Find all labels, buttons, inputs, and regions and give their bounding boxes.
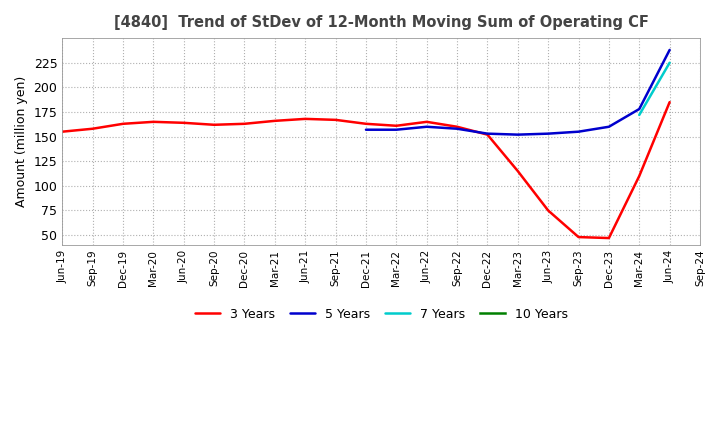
3 Years — [423, 119, 431, 125]
Line: 3 Years: 3 Years — [63, 102, 670, 238]
3 Years — [575, 235, 583, 240]
5 Years — [544, 131, 552, 136]
3 Years — [210, 122, 218, 128]
3 Years — [665, 99, 674, 105]
3 Years — [453, 124, 462, 129]
3 Years — [483, 132, 492, 137]
5 Years — [635, 106, 644, 112]
Line: 7 Years: 7 Years — [639, 63, 670, 115]
5 Years — [665, 47, 674, 52]
3 Years — [119, 121, 127, 126]
3 Years — [544, 208, 552, 213]
Title: [4840]  Trend of StDev of 12-Month Moving Sum of Operating CF: [4840] Trend of StDev of 12-Month Moving… — [114, 15, 649, 30]
5 Years — [423, 124, 431, 129]
3 Years — [361, 121, 370, 126]
5 Years — [392, 127, 400, 132]
Legend: 3 Years, 5 Years, 7 Years, 10 Years: 3 Years, 5 Years, 7 Years, 10 Years — [189, 303, 573, 326]
3 Years — [89, 126, 97, 132]
5 Years — [453, 126, 462, 132]
3 Years — [271, 118, 279, 124]
5 Years — [605, 124, 613, 129]
3 Years — [605, 235, 613, 241]
3 Years — [513, 169, 522, 174]
7 Years — [665, 60, 674, 66]
7 Years — [635, 112, 644, 117]
3 Years — [392, 123, 400, 128]
3 Years — [240, 121, 249, 126]
Line: 5 Years: 5 Years — [366, 50, 670, 135]
3 Years — [149, 119, 158, 125]
3 Years — [58, 129, 67, 134]
Y-axis label: Amount (million yen): Amount (million yen) — [15, 76, 28, 207]
5 Years — [575, 129, 583, 134]
5 Years — [513, 132, 522, 137]
3 Years — [331, 117, 340, 122]
3 Years — [635, 173, 644, 179]
3 Years — [179, 120, 188, 125]
3 Years — [301, 116, 310, 121]
5 Years — [361, 127, 370, 132]
5 Years — [483, 131, 492, 136]
